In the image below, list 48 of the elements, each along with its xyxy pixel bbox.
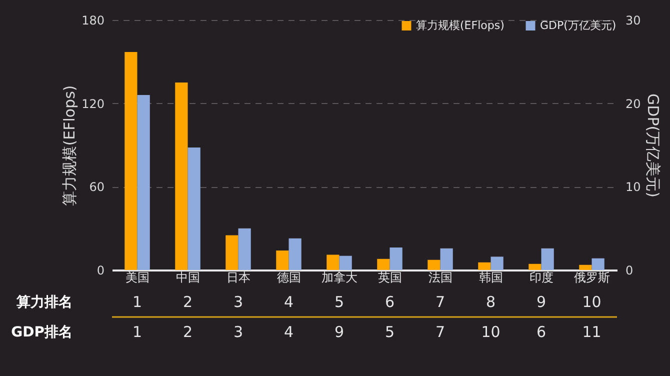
text: 2 bbox=[182, 323, 193, 341]
text: 6 bbox=[384, 293, 395, 311]
y2-tick-label: 0 bbox=[626, 264, 634, 278]
y2-tick-label: 30 bbox=[626, 14, 641, 28]
text: 3 bbox=[233, 323, 244, 341]
x-tick-label: 印度 bbox=[529, 270, 554, 284]
x-tick-label: 英国 bbox=[378, 270, 402, 284]
text: 9 bbox=[334, 323, 344, 341]
text: 3 bbox=[233, 293, 244, 311]
text: 9 bbox=[536, 293, 546, 311]
bar bbox=[592, 258, 604, 270]
bar bbox=[528, 264, 542, 270]
x-tick-label: 美国 bbox=[125, 270, 150, 284]
bar bbox=[541, 248, 554, 270]
text: 10 bbox=[582, 293, 602, 311]
text: 5 bbox=[384, 323, 395, 341]
text: 7 bbox=[435, 293, 446, 311]
text: 5 bbox=[334, 293, 344, 311]
x-tick-label: 德国 bbox=[276, 270, 301, 284]
x-tick-label: 韩国 bbox=[478, 270, 503, 284]
text: 11 bbox=[582, 323, 602, 341]
y2-tick-label: 10 bbox=[626, 180, 641, 194]
x-tick-label: 加拿大 bbox=[321, 270, 358, 284]
x-tick-label: 法国 bbox=[428, 270, 452, 284]
x-tick-label: 俄罗斯 bbox=[574, 270, 610, 284]
text: 7 bbox=[435, 323, 446, 341]
text: 10 bbox=[481, 323, 500, 341]
y-axis-title: 算力规模(EFlops) bbox=[60, 85, 79, 206]
y2-axis-title: GDP(万亿美元) bbox=[644, 94, 662, 198]
y-tick-label: 60 bbox=[89, 180, 104, 194]
text: 6 bbox=[536, 323, 546, 341]
text: 算力排名 bbox=[16, 294, 72, 310]
y-tick-label: 0 bbox=[96, 264, 104, 278]
x-tick-label: 中国 bbox=[176, 270, 200, 284]
bar bbox=[440, 248, 453, 270]
y2-tick-label: 20 bbox=[626, 96, 641, 111]
y-tick-label: 120 bbox=[82, 96, 104, 111]
text: 8 bbox=[486, 293, 496, 311]
text: 1 bbox=[132, 293, 142, 311]
text: 1 bbox=[132, 323, 142, 341]
text: GDP排名 bbox=[11, 324, 72, 340]
text: 4 bbox=[284, 323, 294, 341]
legend-label: GDP(万亿美元) bbox=[540, 18, 616, 32]
x-tick-label: 日本 bbox=[226, 270, 250, 284]
y-tick-label: 180 bbox=[82, 14, 104, 28]
text: 2 bbox=[182, 293, 193, 311]
text: 4 bbox=[284, 293, 294, 311]
legend-label: 算力规模(EFlops) bbox=[416, 18, 504, 32]
